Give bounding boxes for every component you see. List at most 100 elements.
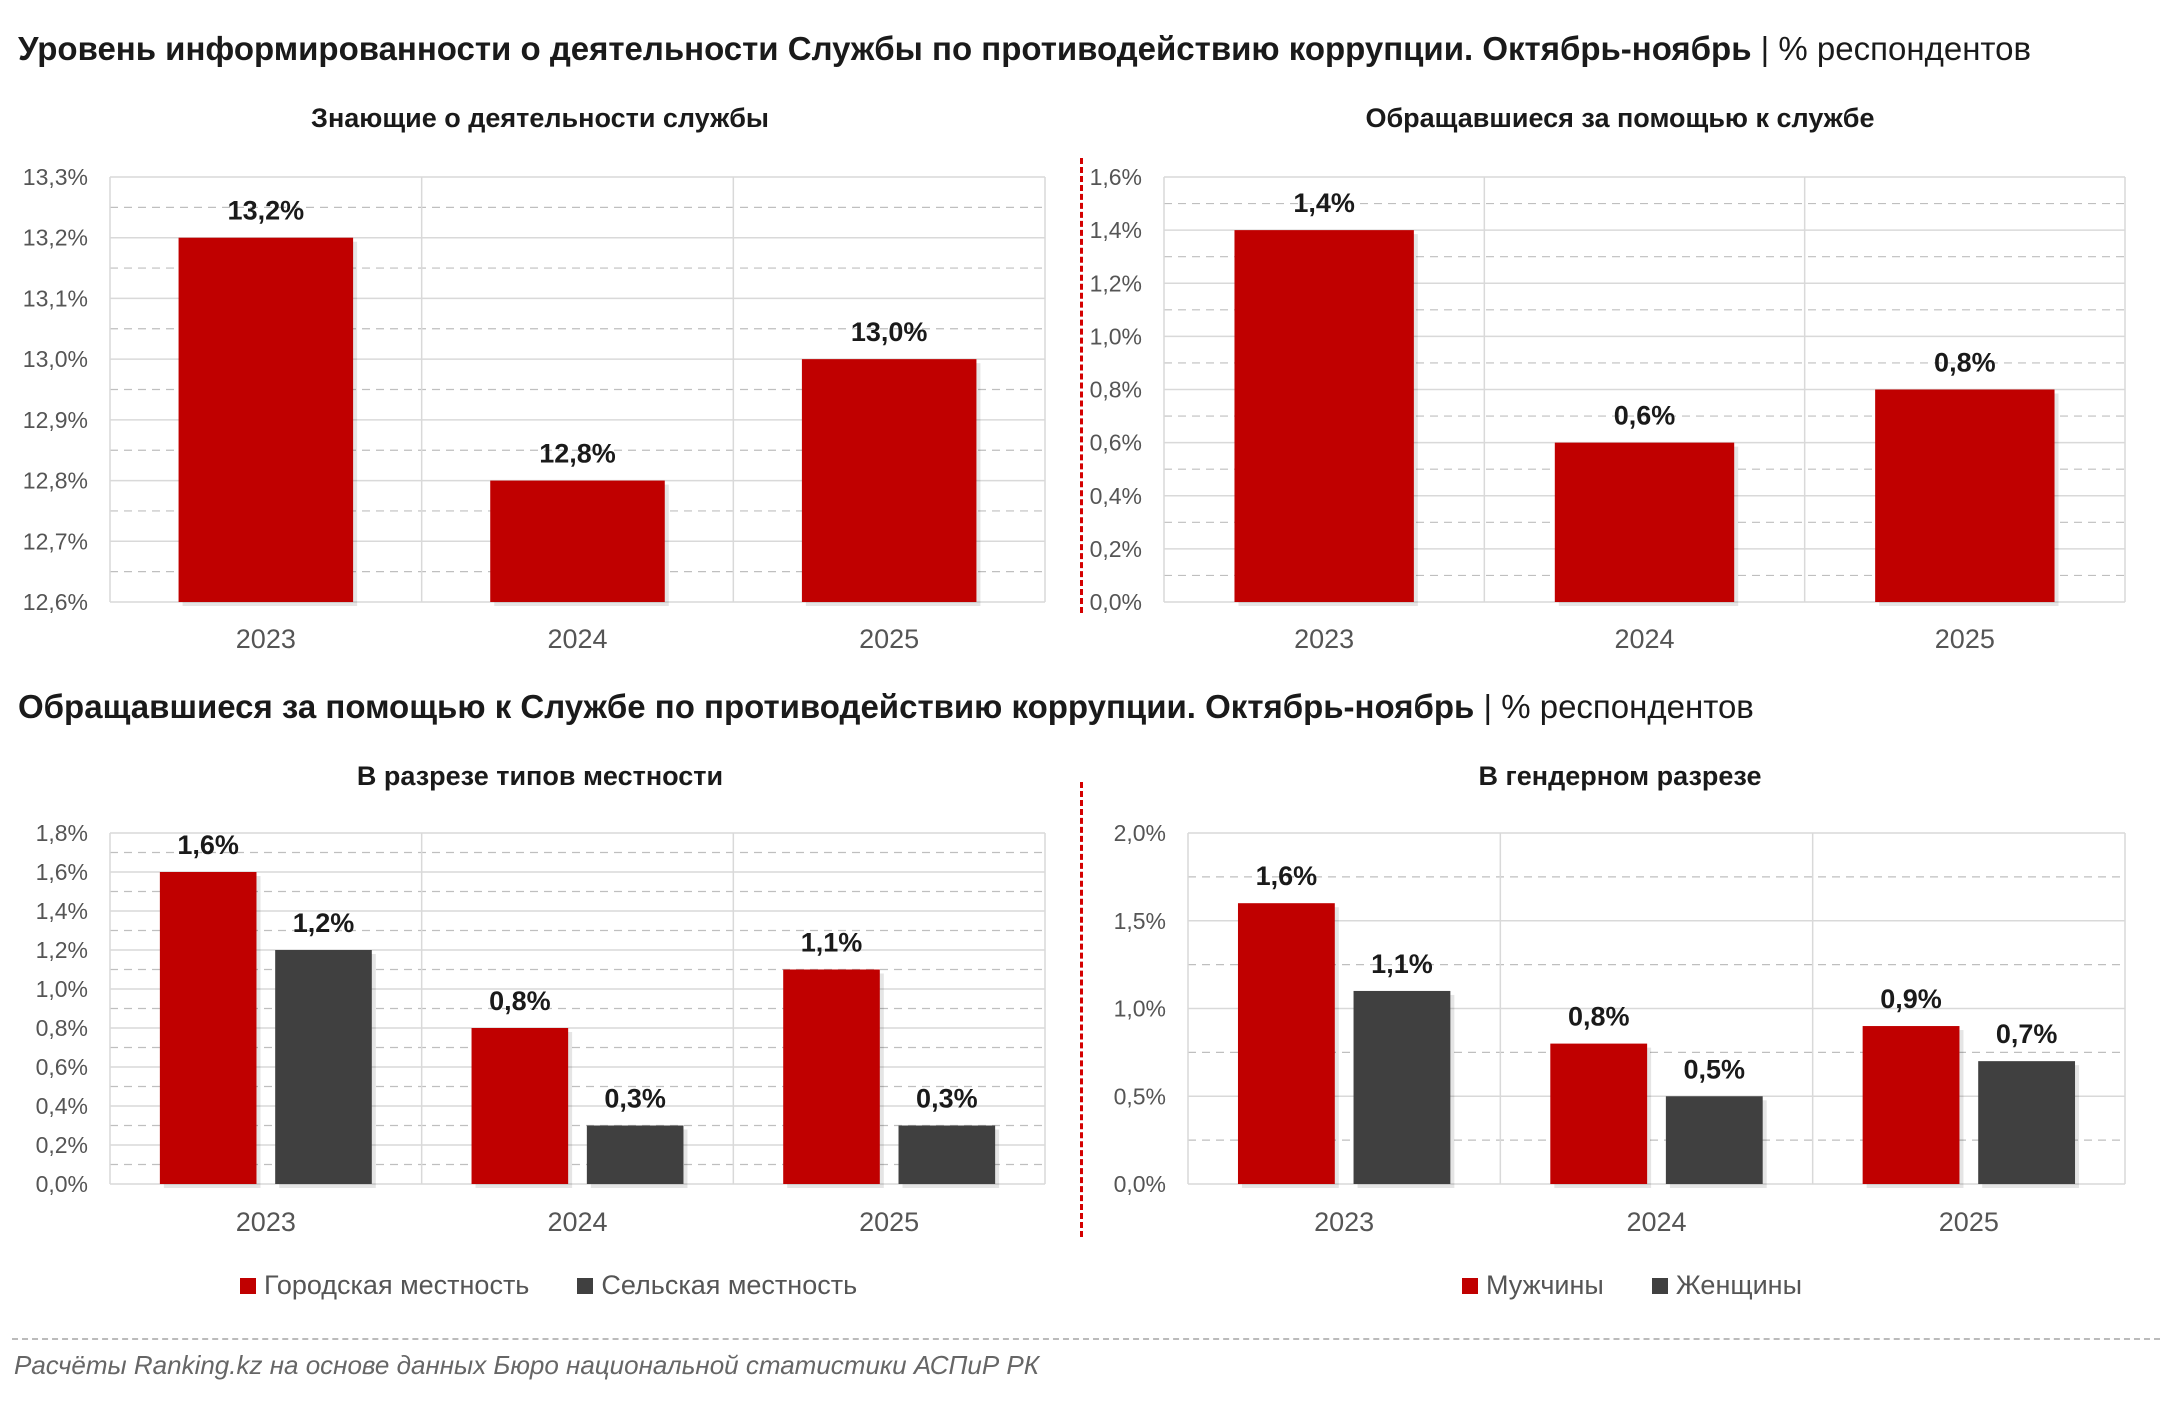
y-tick-label: 0,6% [36,1054,88,1080]
y-tick-label: 0,2% [36,1132,88,1158]
y-tick-label: 1,2% [36,937,88,963]
bar [1550,1043,1648,1184]
legend-label-men: Мужчины [1486,1270,1604,1300]
y-tick-label: 0,6% [1090,430,1142,456]
x-tick-label: 2025 [1935,624,1995,654]
legend-item-rural: Сельская местность [577,1270,857,1301]
x-tick-label: 2023 [236,624,296,654]
x-tick-label: 2025 [859,1207,919,1237]
x-tick-label: 2025 [1939,1207,1999,1237]
y-tick-label: 0,4% [1090,483,1142,509]
y-tick-label: 13,3% [23,164,88,190]
section-title-awareness: Уровень информированности о деятельности… [18,30,2031,68]
bar [490,480,665,602]
x-tick-label: 2023 [236,1207,296,1237]
panel-divider-bottom [1080,782,1083,1237]
y-tick-label: 0,0% [1114,1171,1166,1197]
legend-swatch-urban [240,1277,256,1294]
y-tick-label: 1,4% [1090,217,1142,243]
legend-item-women: Женщины [1651,1270,1802,1301]
panel-divider-top [1080,158,1083,613]
y-tick-label: 0,2% [1090,536,1142,562]
data-label: 1,2% [293,908,355,938]
data-label: 0,6% [1614,401,1676,431]
section-title-separator: | [1751,30,1779,67]
bar [1237,903,1335,1184]
legend-swatch-women [1651,1277,1668,1294]
data-label: 0,3% [916,1084,978,1114]
y-tick-label: 12,6% [23,589,88,615]
bar [1665,1096,1763,1184]
data-label: 0,3% [604,1084,666,1114]
x-tick-label: 2023 [1314,1207,1374,1237]
y-tick-label: 1,2% [1090,270,1142,296]
data-label: 0,9% [1880,984,1942,1014]
y-tick-label: 0,0% [1090,589,1142,615]
y-tick-label: 0,5% [1114,1083,1166,1109]
chart-appeals-by-locality: В разрезе типов местности 0,0% 0,2% 0,4% 0,6… [36,761,1046,1237]
data-label: 1,6% [177,830,239,860]
chart-title: В гендерном разрезе [1479,761,1762,791]
x-tick-label: 2024 [1614,624,1674,654]
bar [1875,389,2055,602]
x-tick-label: 2024 [547,1207,607,1237]
y-tick-label: 0,8% [1090,377,1142,403]
chart-title: Обращавшиеся за помощью к службе [1365,103,1874,133]
data-label: 0,8% [1568,1002,1630,1032]
data-label: 1,6% [1256,861,1318,891]
y-tick-label: 0,4% [36,1093,88,1119]
y-tick-label: 12,8% [23,468,88,494]
bar [1978,1061,2076,1184]
x-tick-label: 2024 [1626,1207,1686,1237]
data-label: 1,1% [1371,949,1433,979]
section-title-text: Уровень информированности о деятельности… [18,30,1752,67]
bar [1234,230,1414,602]
data-label: 0,7% [1996,1019,2058,1049]
legend-locality: Городская местность Сельская местность [240,1270,857,1301]
y-tick-label: 1,6% [1090,164,1142,190]
data-label: 1,1% [801,928,863,958]
data-label: 13,0% [851,317,928,347]
y-tick-label: 0,8% [36,1015,88,1041]
section-title-appeals: Обращавшиеся за помощью к Службе по прот… [18,688,1754,726]
bar [159,872,257,1184]
bar [275,950,372,1184]
section-title-unit: % респондентов [1501,688,1754,725]
data-label: 12,8% [539,439,616,469]
bar [471,1028,569,1184]
y-tick-label: 13,0% [23,346,88,372]
bar [783,969,880,1184]
bar [586,1125,684,1184]
legend-swatch-rural [577,1277,594,1294]
bar [801,359,977,602]
y-tick-label: 2,0% [1114,820,1166,846]
chart-title: В разрезе типов местности [357,761,723,791]
y-tick-label: 0,0% [36,1171,88,1197]
data-label: 0,5% [1684,1054,1746,1084]
y-tick-label: 1,0% [1090,323,1142,349]
section-title-separator: | [1474,688,1502,725]
section-title-unit: % респондентов [1778,30,2032,67]
y-tick-label: 1,0% [1114,996,1166,1022]
legend-item-urban: Городская местность [240,1270,529,1301]
x-tick-label: 2023 [1294,624,1354,654]
data-label: 1,4% [1293,188,1355,218]
y-tick-label: 13,1% [23,285,88,311]
y-tick-label: 12,7% [23,528,88,554]
chart-awareness: Знающие о деятельности службы 12,6% 12,7% 1… [23,103,1046,654]
y-tick-label: 1,4% [36,898,88,924]
x-tick-label: 2024 [547,624,607,654]
footer-divider [12,1338,2160,1340]
chart-appeals-by-gender: В гендерном разрезе 0,0% 0,5% 1,0% 1,5% 2,0% 1… [1114,761,2126,1237]
x-tick-label: 2025 [859,624,919,654]
bar [1862,1026,1960,1184]
y-tick-label: 1,0% [36,976,88,1002]
y-tick-label: 12,9% [23,407,88,433]
source-footnote: Расчёты Ranking.kz на основе данных Бюро… [14,1350,1040,1380]
y-tick-label: 1,6% [36,859,88,885]
legend-label-rural: Сельская местность [601,1270,858,1300]
chart-title: Знающие о деятельности службы [311,103,769,133]
data-label: 13,2% [228,196,305,226]
y-tick-label: 1,5% [1114,908,1166,934]
y-tick-label: 1,8% [36,820,88,846]
